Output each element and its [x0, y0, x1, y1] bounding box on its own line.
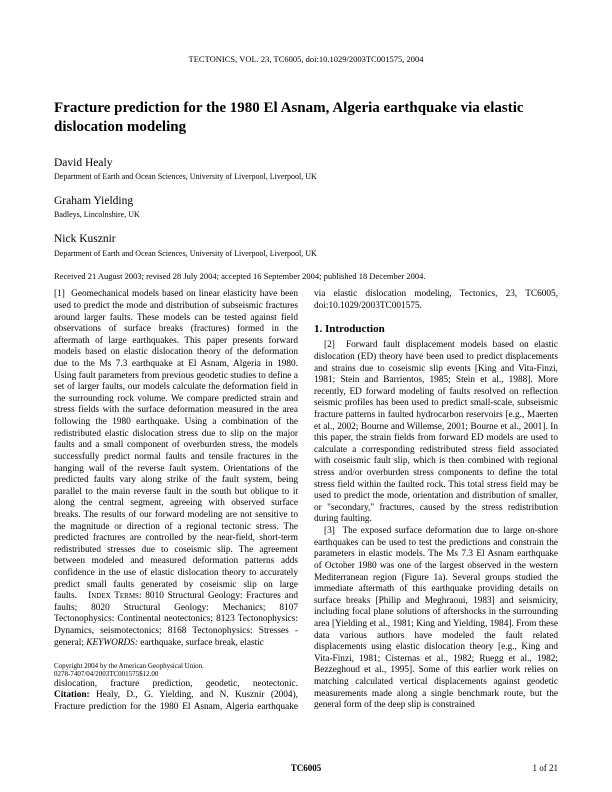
journal-header: TECTONICS, VOL. 23, TC6005, doi:10.1029/…: [54, 54, 558, 65]
keywords: earthquake, surface break, elastic: [140, 638, 264, 648]
publication-dates: Received 21 August 2003; revised 28 July…: [54, 271, 558, 282]
para3-num: [3]: [324, 526, 335, 536]
page-footer: TC6005 1 of 21: [54, 763, 558, 774]
author-affil-3: Department of Earth and Ocean Sciences, …: [54, 249, 558, 259]
keywords-label: KEYWORDS:: [86, 638, 138, 648]
footer-page-count: 1 of 21: [533, 763, 559, 774]
paragraph-3: [3] The exposed surface deformation due …: [314, 526, 558, 712]
body-columns: [1] Geomechanical models based on linear…: [54, 289, 558, 713]
author-affil-1: Department of Earth and Ocean Sciences, …: [54, 172, 558, 182]
citation-label: Citation:: [54, 690, 90, 700]
article-title: Fracture prediction for the 1980 El Asna…: [54, 99, 558, 138]
col2-keywords-cont: dislocation, fracture prediction, geodet…: [54, 679, 298, 689]
copyright-block: Copyright 2004 by the American Geophysic…: [54, 663, 298, 678]
author-name-3: Nick Kusznir: [54, 232, 558, 246]
author-name-1: David Healy: [54, 156, 558, 170]
para2-text: Forward fault displacement models based …: [314, 340, 558, 524]
index-terms-label: Index Terms:: [88, 591, 141, 601]
author-name-2: Graham Yielding: [54, 194, 558, 208]
footer-center: TC6005: [54, 763, 558, 774]
paragraph-2: [2] Forward fault displacement models ba…: [314, 340, 558, 526]
abstract-text: Geomechanical models based on linear ela…: [54, 289, 298, 601]
abstract-block: [1] Geomechanical models based on linear…: [54, 289, 298, 678]
para2-num: [2]: [324, 340, 335, 350]
abstract-paranum: [1]: [54, 289, 65, 299]
section-1-heading: 1. Introduction: [314, 323, 558, 337]
author-affil-2: Badleys, Lincolnshire, UK: [54, 210, 558, 220]
para3-text: The exposed surface deformation due to l…: [314, 526, 558, 710]
